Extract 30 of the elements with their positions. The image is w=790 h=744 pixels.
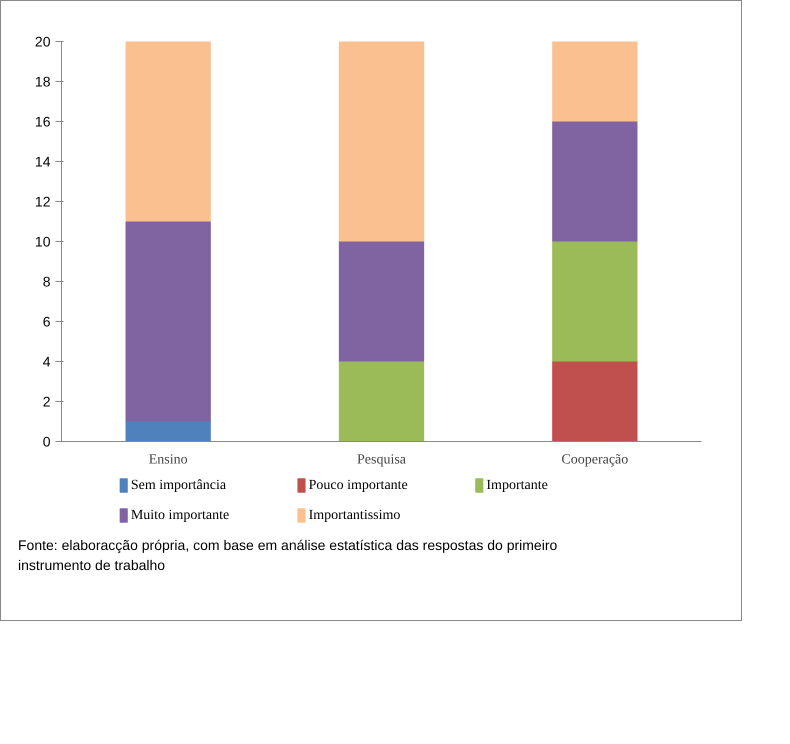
legend-label: Importante xyxy=(486,478,548,493)
source-note: Fonte: elaboracção própria, com base em análise estatística das respostas do primeiro instrumento de trabalho xyxy=(18,536,558,575)
x-tick-label: Pesquisa xyxy=(357,452,407,468)
y-tick-label: 16 xyxy=(34,114,51,130)
bar xyxy=(552,122,638,242)
y-tick-label: 18 xyxy=(34,74,51,90)
bar xyxy=(126,222,211,422)
legend-label: Muito importante xyxy=(130,508,230,523)
bar xyxy=(338,362,424,442)
y-tick-label: 20 xyxy=(34,34,51,50)
y-tick-label: 2 xyxy=(42,394,51,410)
bar xyxy=(552,362,638,442)
legend-label: Importantissimo xyxy=(308,508,400,523)
legend-label: Sem importância xyxy=(130,478,227,493)
y-tick-label: 8 xyxy=(42,274,51,290)
bar xyxy=(552,242,638,362)
legend-label: Pouco importante xyxy=(308,478,408,493)
x-tick-label: Ensino xyxy=(148,452,188,468)
bar xyxy=(126,422,211,442)
y-tick-label: 0 xyxy=(42,434,51,450)
x-tick-label: Cooperação xyxy=(561,452,628,468)
bar xyxy=(552,42,638,122)
bar xyxy=(338,42,424,242)
bar xyxy=(338,242,424,362)
y-tick-label: 6 xyxy=(42,314,51,330)
bar xyxy=(126,42,211,222)
y-tick-label: 4 xyxy=(42,354,51,370)
y-tick-label: 10 xyxy=(34,234,51,250)
y-tick-label: 12 xyxy=(34,194,51,210)
y-tick-label: 14 xyxy=(34,154,51,170)
